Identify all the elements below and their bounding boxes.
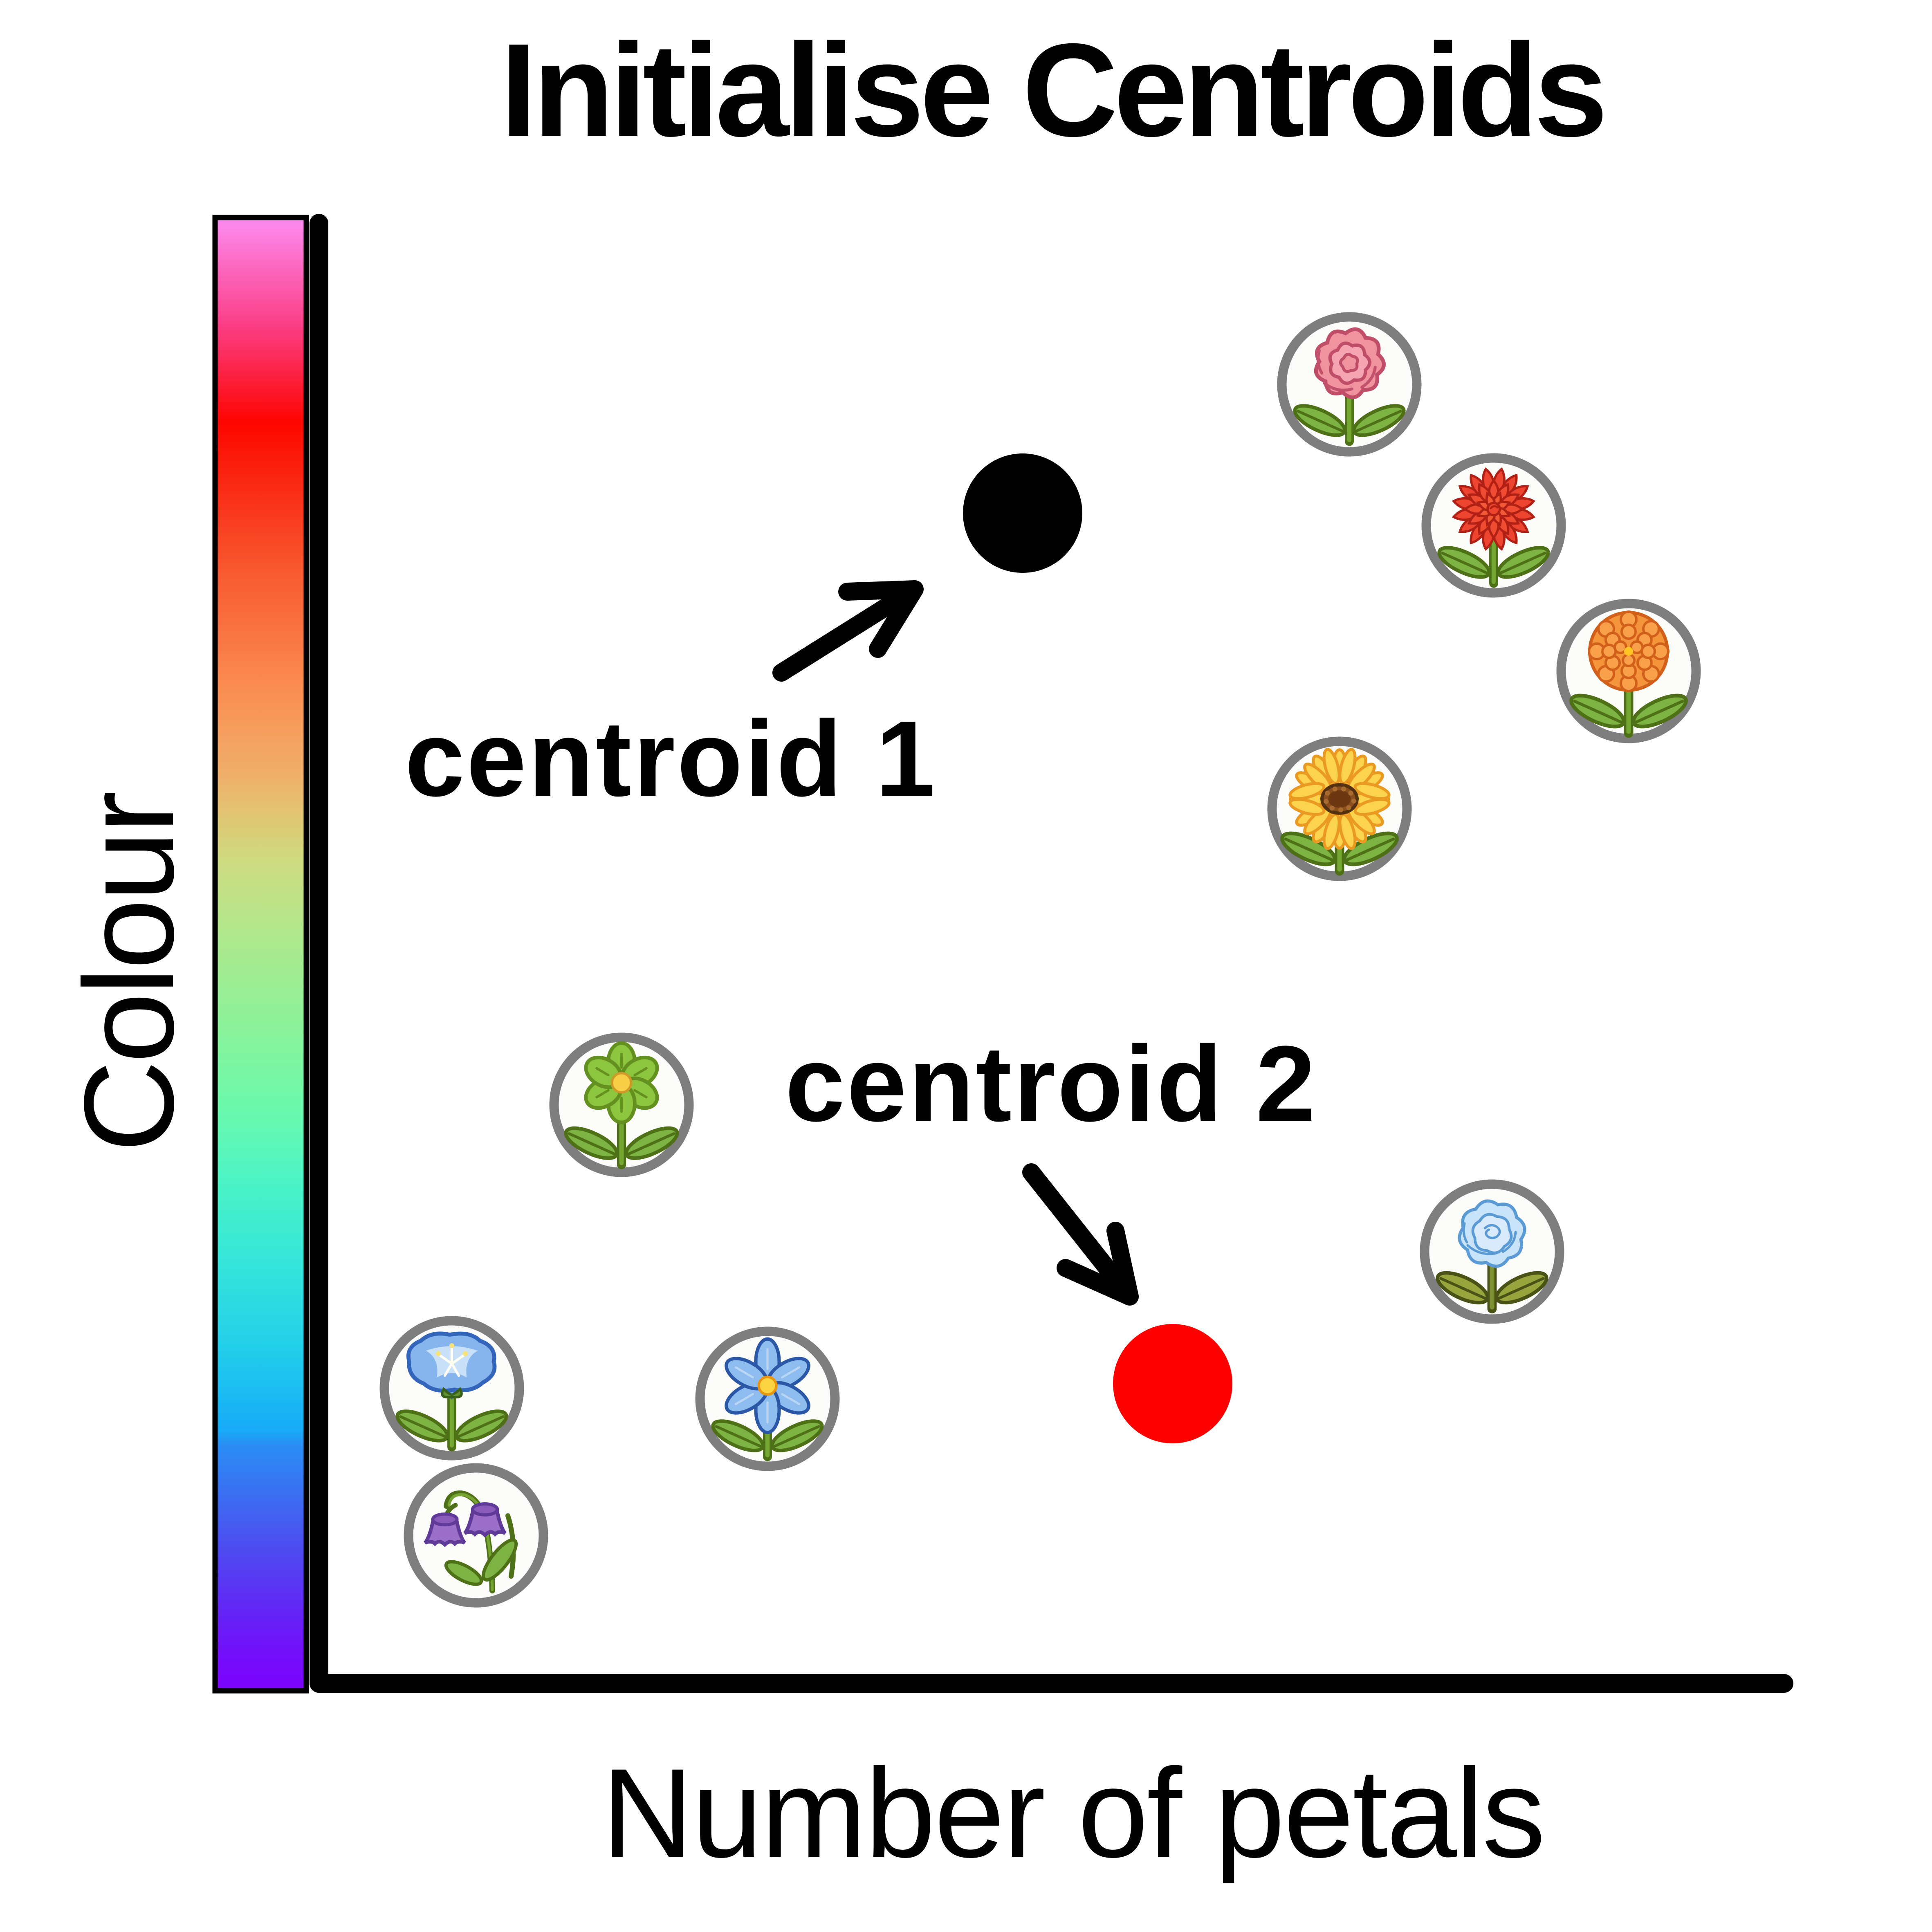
svg-text:Number of petals: Number of petals: [602, 1742, 1544, 1885]
svg-text:centroid 2: centroid 2: [785, 1023, 1317, 1144]
svg-text:Initialise Centroids: Initialise Centroids: [500, 16, 1604, 164]
svg-text:Colour: Colour: [58, 792, 200, 1153]
svg-text:centroid 1: centroid 1: [405, 698, 937, 819]
